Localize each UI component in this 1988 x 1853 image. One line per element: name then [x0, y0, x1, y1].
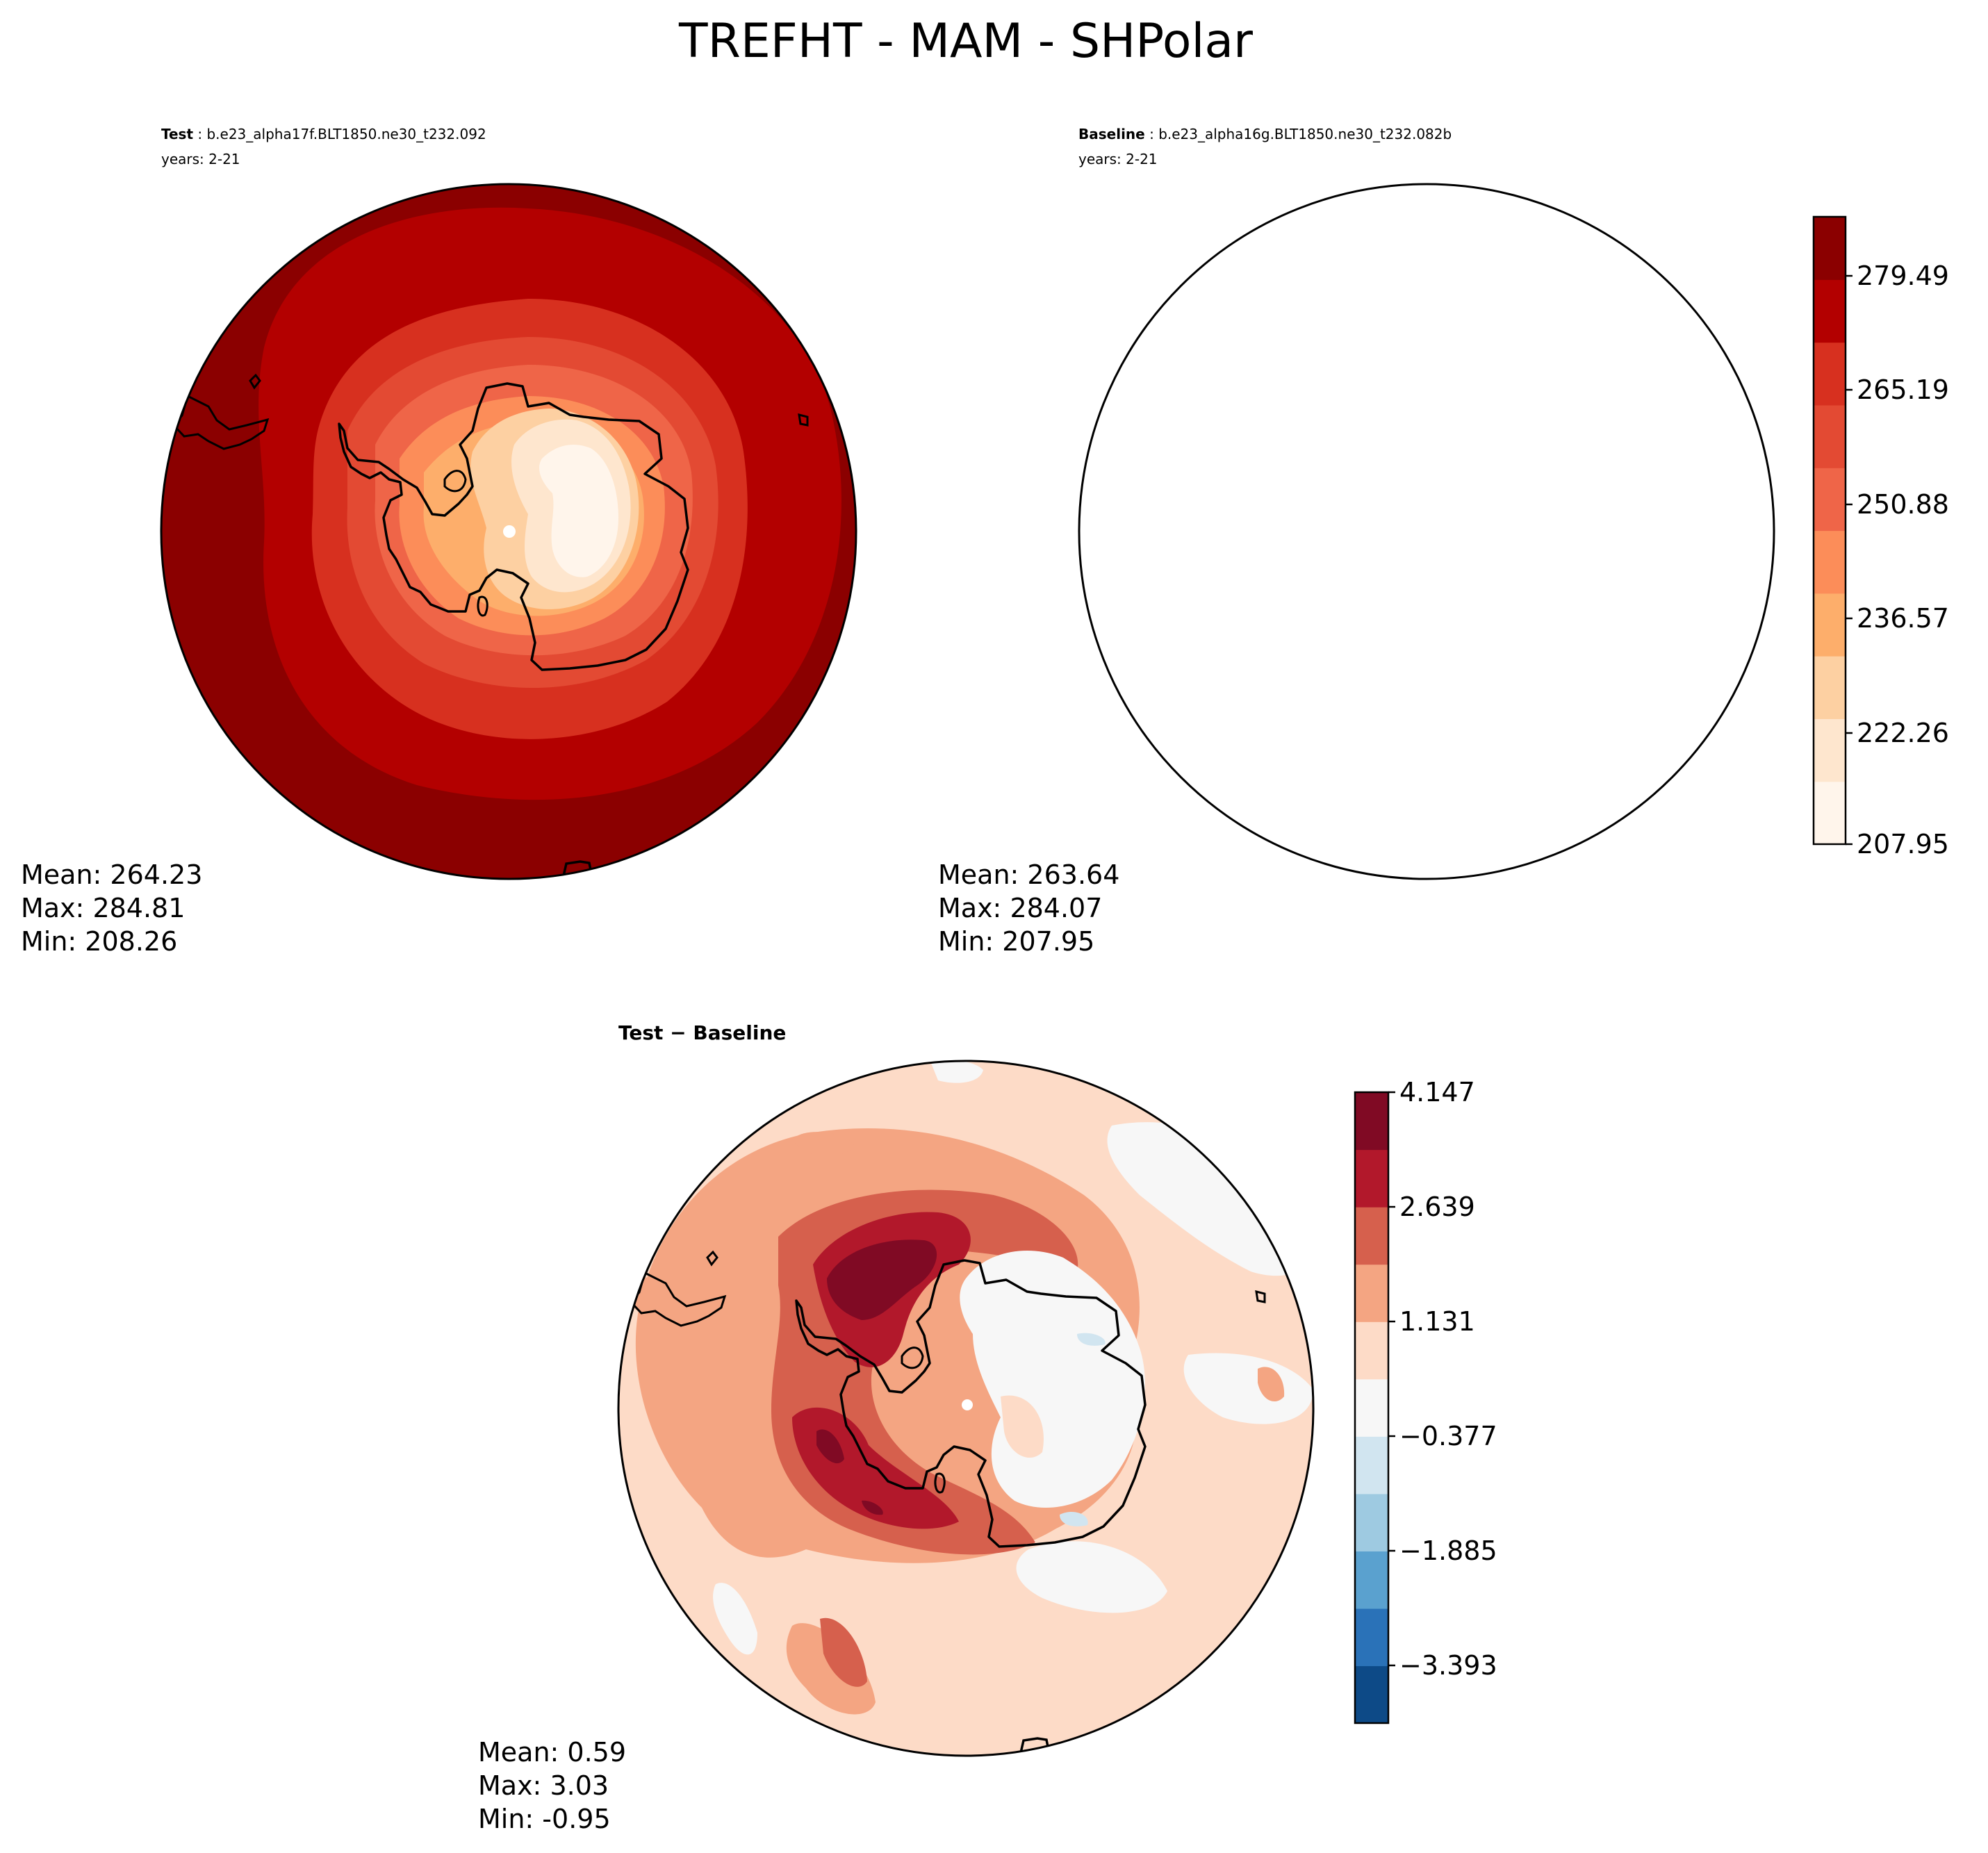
- diff-stat-max: Max: 3.03: [478, 1770, 609, 1801]
- colorbar-diff-swatch: [1355, 1493, 1388, 1551]
- test-stat-mean: Mean: 264.23: [21, 859, 202, 890]
- baseline-stat-max: Max: 284.07: [938, 893, 1102, 923]
- baseline-map: [1079, 184, 1774, 879]
- test-stat-max: Max: 284.81: [21, 893, 185, 923]
- colorbar-main-swatch: [1814, 593, 1846, 657]
- colorbar-main-swatch: [1814, 781, 1846, 845]
- colorbar-diff-frame: [1354, 1091, 1390, 1724]
- baseline-panel-years: years: 2-21: [1078, 151, 1158, 167]
- colorbar-diff-swatch: [1355, 1551, 1388, 1609]
- colorbar-diff: 4.147 2.639 1.131 −0.377 −1.885 −3.393: [1354, 1077, 1497, 1724]
- colorbar-main-swatch: [1814, 656, 1846, 719]
- figure-title: TREFHT - MAM - SHPolar: [678, 14, 1253, 69]
- test-panel-case: : b.e23_alpha17f.BLT1850.ne30_t232.092: [193, 126, 486, 142]
- colorbar-main-swatch: [1814, 279, 1846, 343]
- baseline-panel-label: Baseline: [1078, 126, 1145, 142]
- test-stat-min: Min: 208.26: [21, 926, 177, 957]
- test-map: [161, 184, 856, 879]
- diff-map-boundary: [617, 1060, 1315, 1757]
- colorbar-main: 279.49 265.19 250.88 236.57 222.26 207.95: [1812, 215, 1949, 859]
- baseline-stat-mean: Mean: 263.64: [938, 859, 1119, 890]
- baseline-map-boundary: [1078, 183, 1775, 880]
- test-panel-years: years: 2-21: [161, 151, 240, 167]
- colorbar-main-swatch: [1814, 217, 1846, 280]
- colorbar-main-tick-label: 207.95: [1857, 829, 1949, 859]
- svg-text:Test : b.e23_alpha17f.BLT1850.: Test : b.e23_alpha17f.BLT1850.ne30_t232.…: [161, 126, 486, 142]
- colorbar-main-tick-label: 250.88: [1857, 489, 1949, 520]
- baseline-stat-min: Min: 207.95: [938, 926, 1094, 957]
- test-map-boundary: [160, 183, 857, 880]
- svg-text:Baseline : b.e23_alpha16g.BLT1: Baseline : b.e23_alpha16g.BLT1850.ne30_t…: [1078, 126, 1452, 142]
- colorbar-diff-swatch: [1355, 1092, 1388, 1151]
- colorbar-diff-swatch: [1355, 1264, 1388, 1322]
- diff-stat-min: Min: -0.95: [478, 1804, 611, 1834]
- colorbar-main-swatch: [1814, 342, 1846, 406]
- colorbar-main-tick-label: 279.49: [1857, 261, 1949, 291]
- colorbar-diff-tick-label: −1.885: [1399, 1535, 1497, 1566]
- colorbar-main-swatch: [1814, 404, 1846, 468]
- colorbar-diff-swatch: [1355, 1321, 1388, 1380]
- test-panel-label: Test: [161, 126, 193, 142]
- colorbar-diff-swatch: [1355, 1608, 1388, 1667]
- colorbar-diff-swatch: [1355, 1436, 1388, 1494]
- colorbar-main-tick-label: 265.19: [1857, 374, 1949, 405]
- diff-panel-label: Test − Baseline: [618, 1021, 786, 1044]
- colorbar-main-tick-label: 222.26: [1857, 718, 1949, 748]
- colorbar-diff-swatch: [1355, 1378, 1388, 1437]
- diff-map: [618, 1061, 1313, 1756]
- colorbar-diff-tick-label: 4.147: [1399, 1077, 1475, 1107]
- colorbar-main-swatch: [1814, 468, 1846, 532]
- colorbar-main-swatch: [1814, 718, 1846, 782]
- colorbar-main-swatch: [1814, 530, 1846, 594]
- colorbar-diff-tick-label: 2.639: [1399, 1192, 1475, 1222]
- baseline-panel: Baseline : b.e23_alpha16g.BLT1850.ne30_t…: [938, 126, 1775, 957]
- baseline-panel-case: : b.e23_alpha16g.BLT1850.ne30_t232.082b: [1145, 126, 1452, 142]
- colorbar-diff-swatch: [1355, 1665, 1388, 1724]
- diff-stat-mean: Mean: 0.59: [478, 1737, 626, 1768]
- colorbar-diff-tick-label: 1.131: [1399, 1306, 1475, 1337]
- colorbar-diff-swatch: [1355, 1207, 1388, 1265]
- colorbar-diff-swatch: [1355, 1149, 1388, 1208]
- test-panel: Test : b.e23_alpha17f.BLT1850.ne30_t232.…: [21, 126, 857, 957]
- colorbar-main-frame: [1812, 215, 1847, 846]
- colorbar-main-tick-label: 236.57: [1857, 603, 1949, 634]
- colorbar-diff-tick-label: −0.377: [1399, 1421, 1497, 1451]
- colorbar-diff-tick-label: −3.393: [1399, 1650, 1497, 1681]
- diff-panel: Test − Baseline: [478, 1021, 1315, 1834]
